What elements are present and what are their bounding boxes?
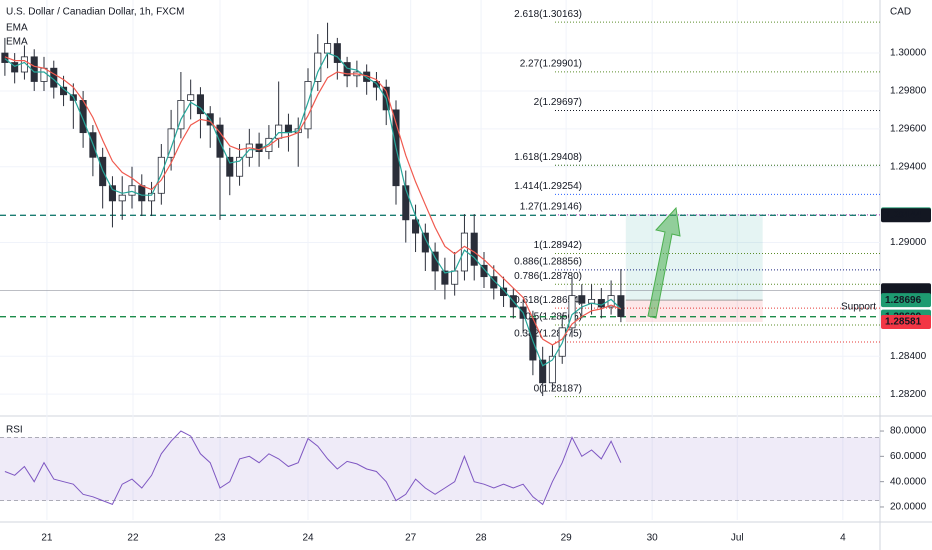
candle-body [548, 355, 556, 384]
y-tick-label: 1.28200 [890, 389, 927, 400]
fib-label: 2(1.29697) [534, 97, 582, 108]
x-tick-label: 24 [302, 533, 314, 544]
candle-body [500, 287, 508, 297]
arrow [647, 206, 681, 319]
candle-body [421, 232, 429, 253]
legend-entry: EMA [6, 37, 28, 48]
candle-body [578, 295, 586, 304]
fib-label: 0.382(1.28475) [514, 329, 582, 340]
price-tag-label: 1.28748 [885, 285, 922, 296]
candle-body [40, 67, 48, 82]
legend-entry: EMA [6, 23, 28, 34]
rsi-tick-label: 60.0000 [890, 451, 927, 462]
y-tick-label: 1.28400 [890, 351, 927, 362]
candle-body [265, 137, 273, 152]
candle-body [412, 219, 420, 234]
candle-body [108, 185, 116, 202]
level-label: Support [841, 301, 876, 312]
x-tick-label: 28 [476, 533, 488, 544]
y-tick-label: 1.29400 [890, 161, 927, 172]
fib-label: 1.414(1.29254) [514, 181, 582, 192]
price-tag: 1.29144 [881, 208, 931, 223]
currency-label: CAD [890, 7, 911, 18]
candle-body [11, 62, 19, 73]
x-tick-label: 23 [214, 533, 226, 544]
x-tick-label: 30 [647, 533, 659, 544]
fib-label: 0.618(1.28654) [514, 295, 582, 306]
candle-body [128, 185, 136, 196]
price-tag-box [881, 314, 931, 329]
price-tag: 1.28696 [881, 293, 931, 308]
candle-body [148, 192, 156, 202]
candle-body [284, 124, 292, 134]
candle-body [539, 359, 547, 384]
price-tag-label: 1.28696 [885, 295, 922, 306]
fib-label: 0(1.28187) [534, 383, 582, 394]
candle-body [529, 317, 537, 361]
price-tag: 1.28581 [881, 314, 931, 329]
stop-zone [625, 300, 763, 322]
candle-body [324, 43, 332, 54]
x-tick-label: 27 [405, 533, 417, 544]
fib-label: 2.27(1.29901) [520, 58, 582, 69]
candle-body [402, 185, 410, 221]
x-tick-label: 29 [561, 533, 573, 544]
price-tag-box [881, 208, 931, 223]
ema-line [4, 52, 622, 367]
chart-title: U.S. Dollar / Canadian Dollar, 1h, FXCM [6, 7, 184, 18]
candle-body [275, 124, 283, 139]
candle-body [118, 194, 126, 202]
x-tick-label: 21 [41, 533, 53, 544]
candle-body [470, 232, 478, 266]
target-zone [625, 214, 763, 301]
candle-body [167, 128, 175, 158]
fib-label: 2.618(1.30163) [514, 9, 582, 20]
fib-label: 1.618(1.29408) [514, 152, 582, 163]
candle-body [441, 270, 449, 285]
candle-body [480, 264, 488, 278]
candle-body [490, 276, 498, 289]
fib-label: 0.786(1.28780) [514, 271, 582, 282]
candle-body [304, 81, 312, 130]
candle-body [333, 43, 341, 63]
rsi-tick-label: 80.0000 [890, 426, 927, 437]
price-tag-label: 1.29144 [885, 210, 922, 221]
rsi-band [0, 437, 880, 501]
candle-body [245, 143, 253, 158]
candle-body [20, 56, 28, 73]
y-tick-label: 1.29600 [890, 123, 927, 134]
rsi-line [4, 430, 622, 506]
x-tick-label: 22 [127, 533, 139, 544]
rsi-tick-label: 20.0000 [890, 502, 927, 513]
price-tag-label: 1.28581 [885, 317, 922, 328]
x-tick-label: Jul [731, 533, 744, 544]
rsi-tick-label: 40.0000 [890, 476, 927, 487]
x-tick-label: 4 [840, 533, 846, 544]
candle-body [451, 270, 459, 285]
y-tick-label: 1.30000 [890, 48, 927, 59]
rsi-label: RSI [6, 425, 23, 436]
y-tick-label: 1.29800 [890, 86, 927, 97]
candle-body [236, 156, 244, 177]
candle-body [138, 185, 146, 202]
fib-label: 1.27(1.29146) [520, 202, 582, 213]
candle-body [226, 156, 234, 177]
candle-body [196, 94, 204, 115]
fib-label: 0.886(1.28856) [514, 256, 582, 267]
candle-body [187, 94, 195, 101]
ema-line [4, 56, 622, 346]
fib-label: 1(1.28942) [534, 240, 582, 251]
price-tag-box [881, 293, 931, 308]
y-tick-label: 1.29000 [890, 237, 927, 248]
